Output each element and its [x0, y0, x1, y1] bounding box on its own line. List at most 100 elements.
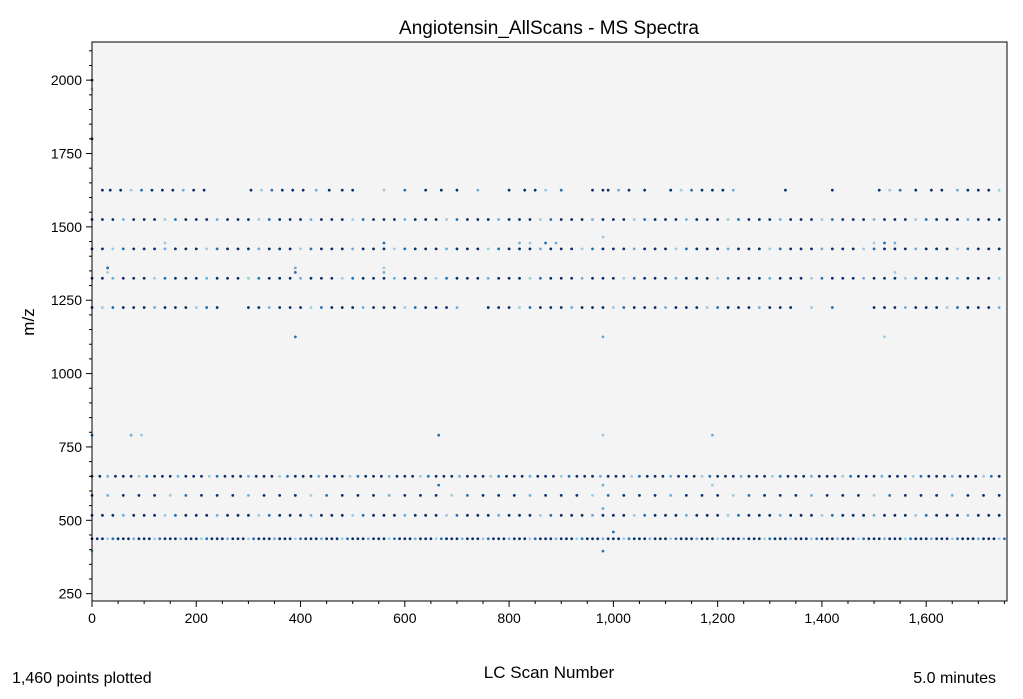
data-point — [739, 474, 743, 478]
data-point — [351, 218, 355, 221]
data-point — [356, 537, 360, 541]
data-point — [465, 218, 469, 221]
data-point — [278, 276, 282, 280]
data-point — [966, 493, 970, 497]
x-tick-label: 0 — [88, 610, 96, 626]
data-point — [893, 247, 897, 251]
data-point — [690, 537, 693, 541]
data-point — [549, 513, 553, 517]
data-point — [309, 537, 313, 541]
data-point — [309, 474, 313, 478]
data-point — [533, 188, 537, 192]
data-point — [101, 188, 104, 192]
data-point — [930, 188, 933, 192]
data-point — [804, 537, 808, 541]
data-point — [684, 474, 688, 478]
data-point — [799, 276, 803, 280]
data-point — [914, 276, 918, 280]
data-point — [606, 474, 610, 478]
data-point — [419, 493, 422, 497]
data-point — [434, 513, 438, 517]
data-point — [293, 537, 297, 541]
data-point — [340, 513, 344, 517]
data-point — [101, 247, 104, 251]
data-point — [364, 474, 368, 478]
data-point — [205, 218, 209, 221]
data-point — [215, 513, 219, 517]
data-point — [174, 218, 177, 221]
data-point — [455, 218, 459, 221]
data-point — [700, 493, 704, 497]
data-point — [987, 513, 991, 517]
data-point — [768, 513, 772, 517]
data-point — [841, 537, 845, 541]
data-point — [737, 537, 740, 541]
data-point — [481, 474, 485, 478]
data-point — [108, 188, 112, 192]
data-point — [789, 276, 793, 280]
data-point — [591, 474, 594, 478]
data-point — [559, 276, 563, 280]
data-point — [669, 537, 673, 541]
data-point — [129, 433, 133, 437]
data-point — [445, 306, 448, 309]
data-point — [830, 218, 834, 221]
data-point — [778, 276, 782, 280]
data-point — [841, 218, 845, 221]
data-point — [309, 513, 313, 517]
data-point — [137, 493, 141, 497]
data-point — [174, 276, 177, 280]
data-point — [935, 474, 939, 478]
data-point — [872, 218, 876, 221]
data-point — [935, 513, 939, 517]
data-point — [716, 513, 720, 517]
data-point — [820, 218, 824, 221]
data-point — [872, 474, 876, 478]
data-point — [601, 507, 605, 510]
data-point — [674, 276, 678, 280]
data-point — [200, 474, 203, 478]
data-point — [841, 276, 845, 280]
data-point — [653, 247, 657, 251]
data-point — [591, 218, 594, 221]
data-point — [236, 537, 240, 541]
data-point — [327, 188, 331, 192]
data-point — [366, 537, 370, 541]
data-point — [445, 276, 448, 280]
data-point — [314, 537, 318, 541]
data-point — [630, 474, 634, 478]
y-tick-label: 1250 — [51, 292, 82, 308]
data-point — [101, 537, 104, 541]
data-point — [591, 513, 594, 517]
data-point — [731, 474, 735, 478]
data-point — [382, 276, 386, 280]
data-point — [731, 537, 735, 541]
data-point — [153, 513, 156, 517]
data-point — [223, 474, 227, 478]
data-point — [267, 513, 271, 517]
data-point — [580, 306, 584, 309]
data-point — [486, 513, 490, 517]
data-point — [914, 188, 918, 192]
data-point — [455, 306, 459, 309]
data-point — [473, 474, 477, 478]
data-point — [559, 247, 563, 251]
data-point — [591, 276, 594, 280]
data-point — [924, 537, 928, 541]
data-point — [653, 513, 657, 517]
data-point — [643, 247, 647, 251]
data-point — [247, 276, 250, 280]
data-point — [726, 306, 730, 309]
data-point — [356, 493, 360, 497]
data-point — [505, 474, 508, 478]
data-point — [301, 474, 305, 478]
data-point — [716, 218, 720, 221]
data-point — [872, 241, 876, 245]
data-point — [778, 474, 782, 478]
data-point — [601, 218, 605, 221]
data-point — [794, 493, 798, 497]
data-point — [664, 537, 667, 541]
data-point — [778, 513, 782, 517]
data-point — [966, 218, 970, 221]
data-point — [956, 188, 959, 192]
